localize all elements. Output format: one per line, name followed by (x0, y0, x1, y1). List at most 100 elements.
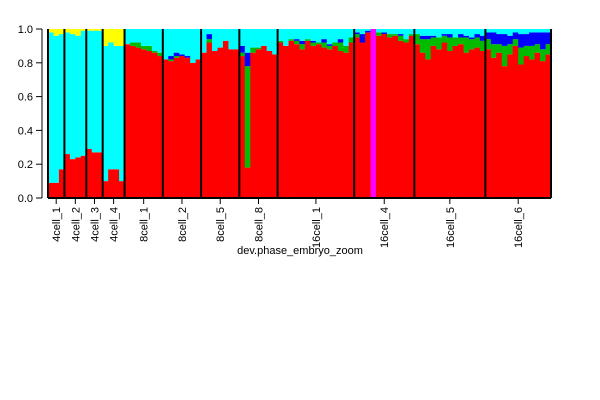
bar-segment (376, 35, 382, 199)
bar-segment (332, 42, 339, 46)
bar-segment (321, 29, 328, 40)
bar-segment (294, 44, 300, 199)
bar-segment (299, 44, 306, 50)
bar-segment (425, 35, 432, 40)
bar-segment (53, 35, 60, 183)
bar-segment (250, 29, 257, 48)
bar-segment (523, 34, 530, 46)
bar-segment (255, 47, 262, 50)
bar-segment (113, 29, 120, 46)
bar-segment (507, 44, 514, 55)
bar-segment (304, 39, 311, 41)
bar-segment (124, 44, 131, 199)
bar-segment (463, 35, 470, 38)
bar-segment (479, 50, 486, 198)
bar-segment (414, 44, 421, 199)
bar-segment (529, 29, 535, 33)
bar-segment (540, 61, 546, 198)
bar-segment (239, 45, 246, 53)
bar-segment (217, 47, 224, 199)
bar-segment (80, 30, 87, 156)
bar-segment (157, 52, 164, 57)
bar-segment (436, 29, 443, 38)
bar-segment (326, 44, 333, 46)
group-label: 16cell_6 (513, 207, 525, 248)
bar-segment (304, 40, 311, 198)
bar-segment (315, 42, 322, 45)
bar-segment (75, 35, 82, 158)
y-tick-label: 0.4 (18, 125, 33, 137)
bar-segment (447, 50, 453, 198)
bar-segment (414, 34, 421, 45)
bar-segment (130, 45, 136, 199)
bar-segment (321, 42, 328, 48)
y-tick-label: 0.6 (18, 92, 33, 104)
bar-segment (64, 154, 71, 198)
bar-segment (359, 34, 366, 43)
bar-segment (485, 29, 492, 33)
bar-segment (523, 56, 530, 198)
bar-segment (108, 29, 115, 43)
bar-segment (233, 49, 240, 198)
bar-segment (419, 52, 426, 198)
bar-segment (441, 35, 448, 43)
bar-segment (102, 45, 109, 182)
bar-segment (288, 39, 295, 41)
bar-segment (474, 34, 481, 38)
bar-segment (195, 29, 202, 60)
bar-segment (545, 44, 552, 55)
bar-segment (75, 29, 82, 36)
bar-segment (233, 29, 240, 50)
bar-segment (518, 47, 525, 65)
bar-segment (326, 49, 333, 198)
group-label: 16cell_5 (445, 207, 457, 248)
bar-segment (244, 66, 251, 168)
bar-segment (365, 30, 371, 33)
bar-segment (48, 32, 54, 183)
bar-segment (80, 155, 87, 198)
bar-segment (58, 34, 65, 170)
bar-segment (370, 29, 377, 198)
bar-segment (359, 29, 366, 35)
bar-segment (534, 44, 541, 53)
group-label: 8cell_2 (177, 207, 189, 242)
bar-segment (458, 37, 464, 45)
bar-segment (529, 59, 535, 198)
bar-segment (479, 40, 486, 51)
bar-segment (468, 39, 475, 50)
y-tick-label: 0.2 (18, 159, 33, 171)
bar-segment (239, 56, 246, 198)
bar-segment (463, 37, 470, 53)
bar-segment (119, 29, 125, 46)
bar-segment (501, 45, 508, 67)
bar-segment (348, 37, 355, 43)
bar-segment (119, 181, 125, 198)
bar-segment (173, 56, 180, 58)
bar-segment (239, 52, 246, 57)
bar-segment (184, 56, 191, 58)
bar-segment (474, 47, 481, 199)
bar-segment (501, 34, 508, 46)
bar-segment (468, 49, 475, 198)
bar-segment (403, 39, 410, 43)
bar-segment (97, 29, 104, 31)
bar-segment (474, 29, 481, 35)
bar-segment (97, 30, 104, 153)
bar-segment (190, 29, 197, 63)
bar-segment (490, 32, 497, 45)
bar-segment (48, 29, 54, 33)
bar-segment (91, 29, 98, 31)
bar-segment (261, 45, 268, 199)
bar-segment (485, 49, 492, 198)
bar-segment (359, 42, 366, 198)
bar-segment (272, 29, 279, 55)
bar-segment (184, 57, 191, 199)
bar-segment (458, 29, 464, 35)
bar-segment (97, 152, 104, 198)
bar-segment (151, 29, 158, 51)
bar-segment (452, 45, 459, 199)
bar-segment (64, 29, 71, 33)
bar-segment (288, 40, 295, 198)
bar-segment (222, 40, 229, 198)
bar-segment (408, 29, 415, 35)
